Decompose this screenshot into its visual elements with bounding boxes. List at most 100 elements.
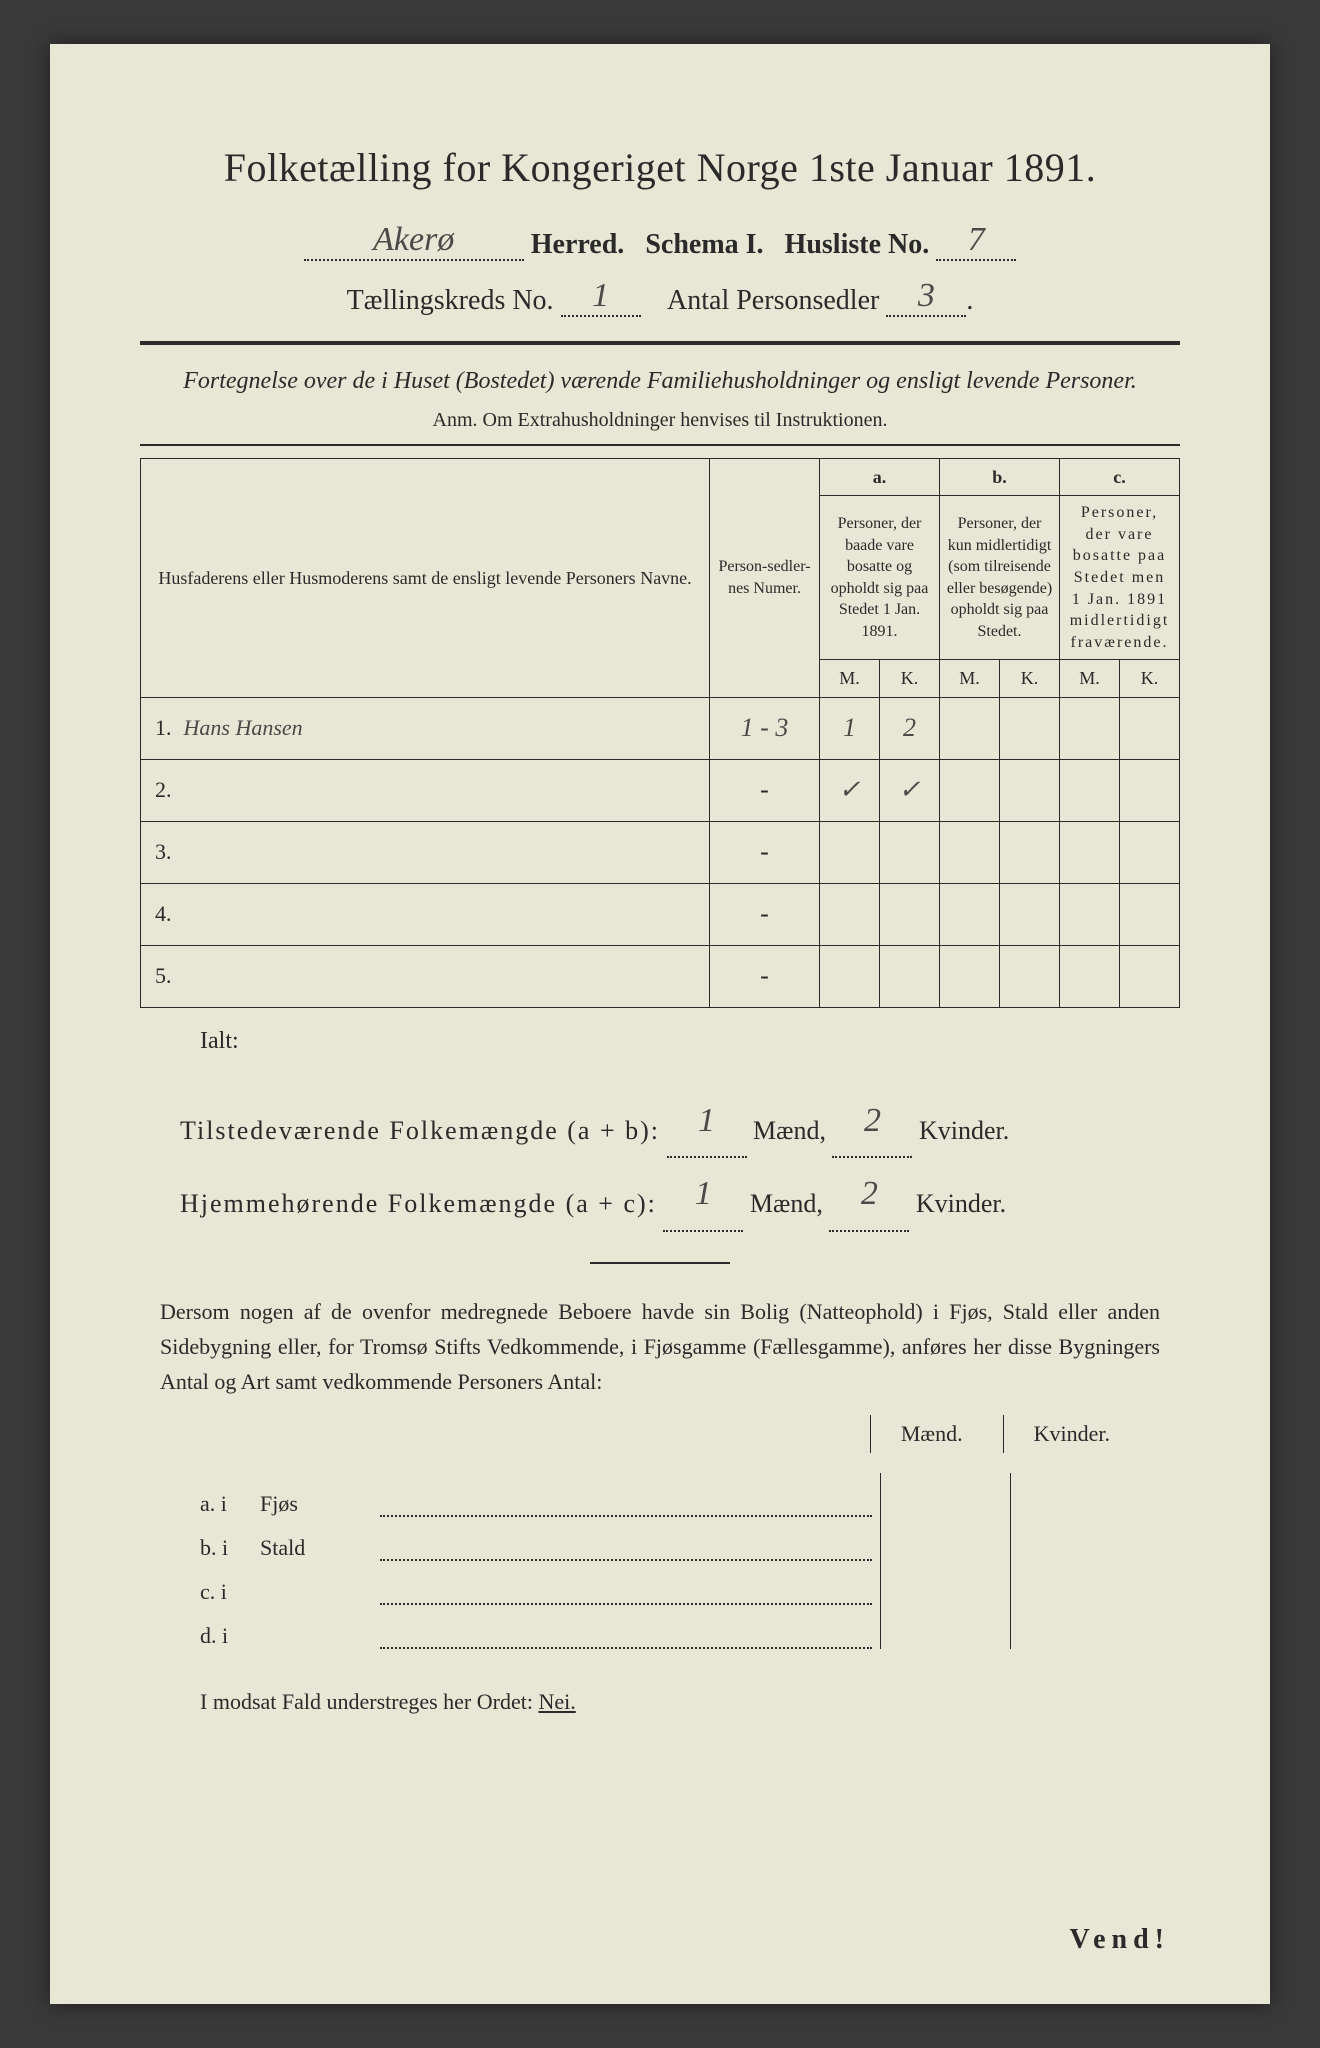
bldg-dots (380, 1497, 872, 1517)
cell (940, 759, 1000, 821)
bldg-kind: Stald (260, 1535, 380, 1561)
bldg-kind: Fjøs (260, 1491, 380, 1517)
row-name (178, 945, 710, 1007)
bldg-m (880, 1473, 1010, 1517)
table-row: 5. - (141, 945, 1180, 1007)
annotation: Anm. Om Extrahusholdninger henvises til … (140, 409, 1180, 432)
header-line-2: Tællingskreds No. 1 Antal Personsedler 3… (140, 277, 1180, 317)
kvinder-label: Kvinder. (916, 1189, 1006, 1218)
cell (1120, 759, 1180, 821)
cell (1120, 945, 1180, 1007)
bldg-row: d. i (200, 1605, 1140, 1649)
bldg-row: a. i Fjøs (200, 1473, 1140, 1517)
th-name-text: Husfaderens eller Husmoderens samt de en… (158, 568, 691, 588)
cell (1060, 945, 1120, 1007)
bldg-m (880, 1605, 1010, 1649)
th-bk: K. (1000, 660, 1060, 697)
row-numer: - (710, 945, 820, 1007)
summary-line-1: Tilstedeværende Folkemængde (a + b): 1 M… (180, 1085, 1180, 1158)
cell (1120, 883, 1180, 945)
row-num: 1. (141, 697, 178, 759)
short-divider (590, 1262, 730, 1264)
summary1-label: Tilstedeværende Folkemængde (a + b): (180, 1116, 660, 1145)
cell (820, 945, 880, 1007)
cell (1060, 697, 1120, 759)
kreds-label: Tællingskreds No. (347, 285, 554, 316)
th-am: M. (820, 660, 880, 697)
footer-line: I modsat Fald understreges her Ordet: Ne… (200, 1689, 1120, 1715)
cell (820, 821, 880, 883)
page-title: Folketælling for Kongeriget Norge 1ste J… (140, 144, 1180, 191)
th-c: Personer, der vare bosatte paa Stedet me… (1060, 496, 1180, 660)
row-numer: - (710, 883, 820, 945)
header-line-1: Akerø Herred. Schema I. Husliste No. 7 (140, 221, 1180, 261)
household-table: Husfaderens eller Husmoderens samt de en… (140, 458, 1180, 1008)
th-a-top: a. (820, 459, 940, 496)
th-ck: K. (1120, 660, 1180, 697)
th-b-top: b. (940, 459, 1060, 496)
th-b: Personer, der kun midlertidigt (som tilr… (940, 496, 1060, 660)
bldg-k (1010, 1517, 1140, 1561)
husliste-label: Husliste No. (785, 229, 930, 260)
bldg-k (1010, 1473, 1140, 1517)
bldg-row: b. i Stald (200, 1517, 1140, 1561)
subtitle-text: Fortegnelse over de i Huset (Bostedet) v… (183, 368, 1137, 394)
cell (940, 883, 1000, 945)
bldg-dots (380, 1629, 872, 1649)
schema-label: Schema I. (645, 229, 763, 260)
bldg-header: Mænd. Kvinder. (140, 1415, 1140, 1453)
cell (940, 945, 1000, 1007)
cell (1120, 821, 1180, 883)
bldg-k (1010, 1561, 1140, 1605)
summary-line-2: Hjemmehørende Folkemængde (a + c): 1 Mæn… (180, 1158, 1180, 1231)
th-a: Personer, der baade vare bosatte og opho… (820, 496, 940, 660)
table-row: 3. - (141, 821, 1180, 883)
th-numer: Person-sedler-nes Numer. (710, 459, 820, 698)
summary1-m: 1 (667, 1085, 747, 1158)
summary-block: Tilstedeværende Folkemængde (a + b): 1 M… (140, 1085, 1180, 1232)
bldg-dots (380, 1541, 872, 1561)
cell (940, 697, 1000, 759)
row-num: 5. (141, 945, 178, 1007)
table-row: 4. - (141, 883, 1180, 945)
cell (1000, 759, 1060, 821)
footer-text: I modsat Fald understreges her Ordet: (200, 1689, 533, 1714)
kvinder-label: Kvinder. (919, 1116, 1009, 1145)
cell (880, 821, 940, 883)
row-num: 4. (141, 883, 178, 945)
footer-nei: Nei. (538, 1689, 575, 1714)
sedler-field: 3 (886, 277, 966, 317)
row-name: Hans Hansen (178, 697, 710, 759)
bldg-lead: a. i (200, 1491, 260, 1517)
row-numer: - (710, 821, 820, 883)
bldg-lead: b. i (200, 1535, 260, 1561)
kreds-field: 1 (561, 277, 641, 317)
table-row: 2. - ✓ ✓ (141, 759, 1180, 821)
subtitle: Fortegnelse over de i Huset (Bostedet) v… (140, 363, 1180, 399)
cell (1000, 697, 1060, 759)
cell (880, 945, 940, 1007)
th-bm: M. (940, 660, 1000, 697)
row-num: 2. (141, 759, 178, 821)
husliste-field: 7 (936, 221, 1016, 261)
herred-field: Akerø (304, 221, 524, 261)
row-numer: 1 - 3 (710, 697, 820, 759)
building-paragraph: Dersom nogen af de ovenfor medregnede Be… (160, 1294, 1160, 1400)
row-num: 3. (141, 821, 178, 883)
maend-label: Mænd, (750, 1189, 823, 1218)
th-c-top: c. (1060, 459, 1180, 496)
bldg-lead: d. i (200, 1623, 260, 1649)
summary2-label: Hjemmehørende Folkemængde (a + c): (180, 1189, 657, 1218)
cell (1000, 821, 1060, 883)
bldg-head-k: Kvinder. (1003, 1415, 1140, 1453)
bldg-lead: c. i (200, 1579, 260, 1605)
bldg-head-m: Mænd. (870, 1415, 993, 1453)
row-name (178, 821, 710, 883)
th-cm: M. (1060, 660, 1120, 697)
table-body: 1. Hans Hansen 1 - 3 1 2 2. - ✓ ✓ (141, 697, 1180, 1007)
row-name (178, 759, 710, 821)
summary2-m: 1 (663, 1158, 743, 1231)
building-rows: a. i Fjøs b. i Stald c. i d. i (200, 1473, 1140, 1649)
maend-label: Mænd, (753, 1116, 826, 1145)
cell (820, 883, 880, 945)
